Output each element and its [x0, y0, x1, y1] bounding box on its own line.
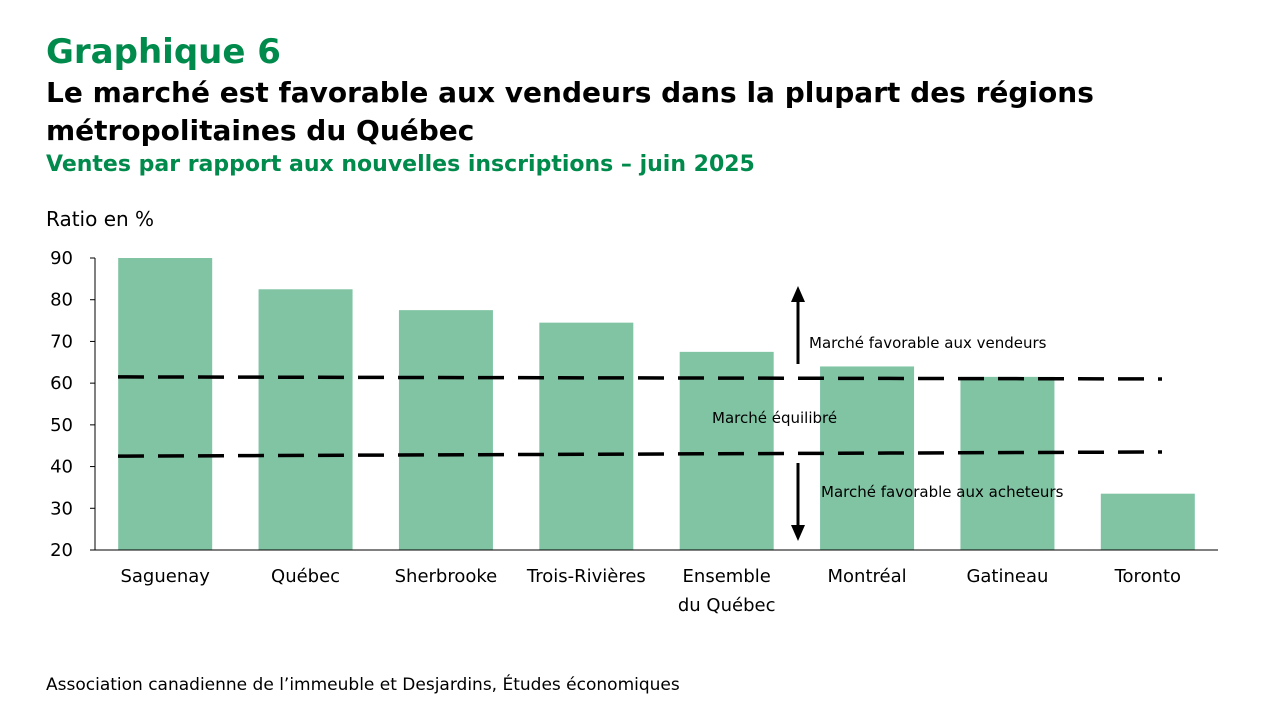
category-label: du Québec	[678, 595, 776, 616]
y-tick-label: 80	[50, 290, 73, 311]
y-axis-label: Ratio en %	[46, 207, 155, 231]
category-label: Ensemble	[683, 566, 771, 587]
bar	[679, 351, 774, 550]
category-label: Québec	[271, 566, 340, 587]
y-tick-label: 40	[50, 457, 73, 478]
down-arrow-head	[791, 525, 805, 541]
bar	[258, 289, 353, 550]
bar	[820, 366, 915, 550]
annotation-sellers: Marché favorable aux vendeurs	[809, 334, 1047, 352]
category-label: Trois-Rivières	[526, 566, 646, 587]
category-label: Montréal	[828, 566, 907, 587]
y-tick-label: 70	[50, 331, 73, 352]
source-note: Association canadienne de l’immeuble et …	[46, 675, 680, 695]
threshold-line	[117, 375, 1163, 381]
bar	[398, 310, 493, 550]
y-tick-label: 20	[50, 540, 73, 561]
bar	[118, 258, 213, 550]
graph-number: Graphique 6	[46, 32, 281, 72]
y-tick-label: 60	[50, 373, 73, 394]
annotation-buyers: Marché favorable aux acheteurs	[821, 483, 1064, 501]
y-tick-label: 90	[50, 248, 73, 269]
chart-title-line2: métropolitaines du Québec	[46, 114, 475, 147]
y-tick-label: 30	[50, 498, 73, 519]
threshold-line	[117, 450, 1163, 458]
bar	[1100, 493, 1195, 550]
category-label: Sherbrooke	[395, 566, 498, 587]
bar	[539, 322, 634, 550]
chart-subtitle: Ventes par rapport aux nouvelles inscrip…	[46, 152, 755, 177]
category-label: Saguenay	[120, 566, 210, 587]
category-label: Toronto	[1114, 566, 1181, 587]
up-arrow-head	[791, 286, 805, 302]
y-tick-label: 50	[50, 415, 73, 436]
annotation-balanced: Marché équilibré	[712, 409, 837, 427]
category-label: Gatineau	[966, 566, 1048, 587]
bar	[960, 376, 1055, 550]
chart-title-line1: Le marché est favorable aux vendeurs dan…	[46, 76, 1094, 109]
chart-header: Graphique 6 Le marché est favorable aux …	[46, 30, 1246, 180]
